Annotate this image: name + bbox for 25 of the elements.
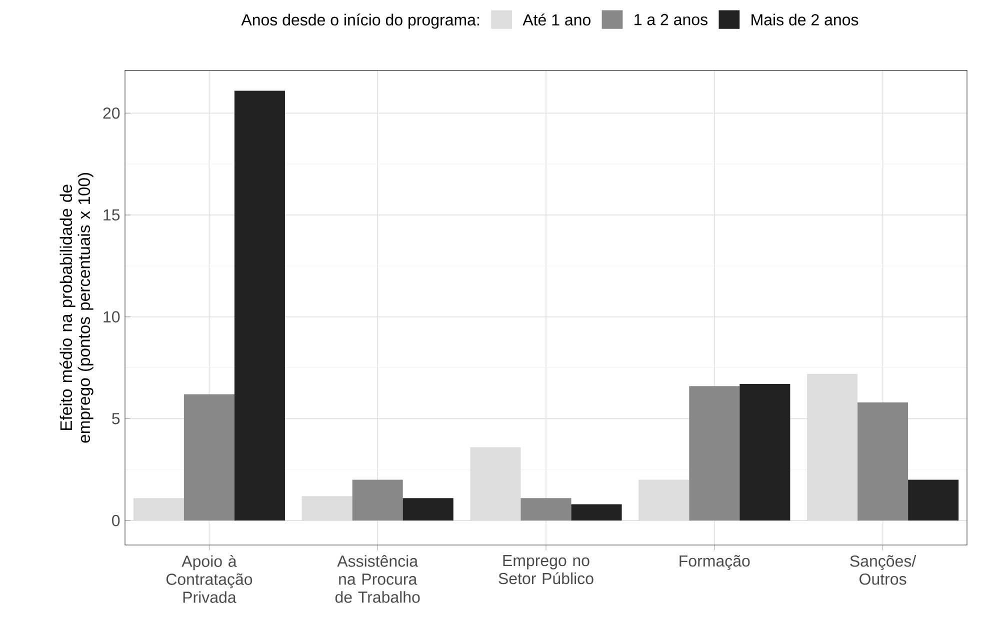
x-tick-label: Apoio à Contratação Privada [166, 555, 252, 603]
x-tick-label: Emprego no Setor Público [498, 555, 594, 584]
bar [908, 480, 959, 521]
legend-title: Anos desde o início do programa: [241, 14, 479, 29]
bar [234, 90, 285, 521]
legend-label: Até 1 ano [522, 14, 590, 26]
legend-label: 1 a 2 anos [634, 14, 708, 26]
bar [571, 504, 622, 521]
bar [740, 384, 790, 521]
bar [402, 498, 454, 521]
y-tick-label: 10 [104, 311, 120, 322]
y-axis-title: Efeito médio na probabilidade de emprego (pontos percentuais x 100) [60, 173, 94, 443]
x-tick-label: Sanções/ Outros [850, 555, 916, 585]
y-tick-label: 15 [104, 209, 120, 221]
y-tick-label: 0 [112, 514, 120, 526]
y-tick-label: 20 [103, 107, 120, 119]
bar [858, 402, 908, 521]
bar [184, 394, 234, 521]
legend-label: Mais de 2 anos [752, 14, 858, 26]
bar [520, 498, 572, 521]
bar [352, 480, 403, 521]
x-tick-label: Formação [680, 555, 750, 570]
x-tick-label: Assistência na Procura de Trabalho [335, 555, 420, 603]
y-tick-label: 5 [112, 413, 120, 424]
bar [689, 386, 740, 521]
